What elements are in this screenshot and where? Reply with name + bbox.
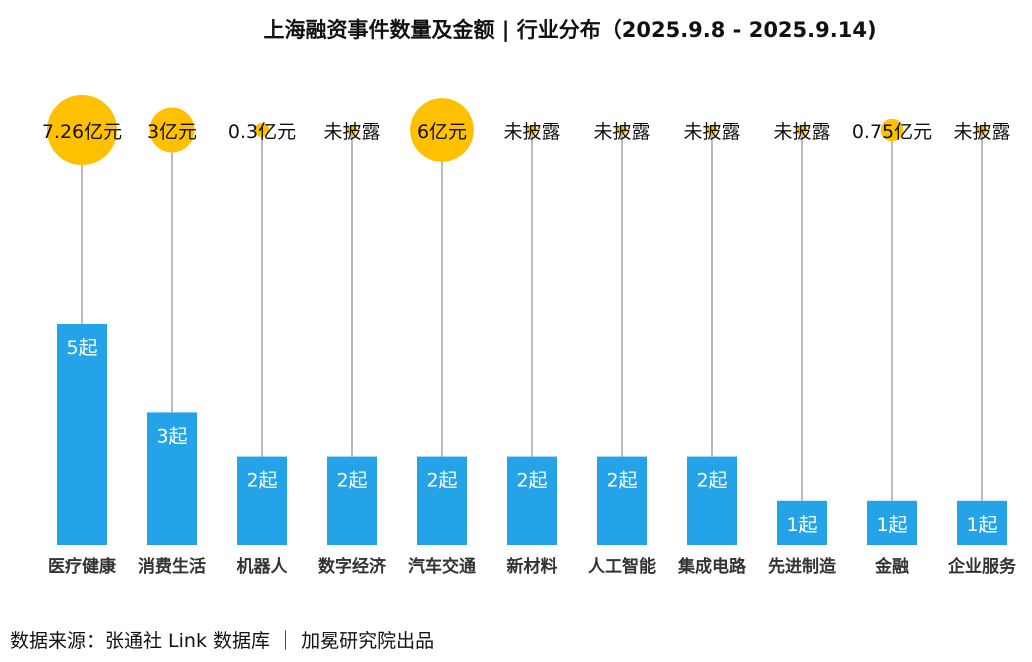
count-label: 1起 [786, 514, 817, 536]
category-label: 新材料 [507, 556, 558, 577]
category-label: 医疗健康 [48, 556, 117, 577]
amount-bubble [149, 107, 195, 153]
bar [417, 456, 467, 545]
bar [957, 500, 1007, 545]
amount-bubble [707, 125, 717, 135]
bar [687, 456, 737, 545]
amount-label: 未披露 [683, 121, 740, 143]
category-label: 汽车交通 [408, 556, 476, 577]
amount-bubble [617, 125, 627, 135]
category-label: 消费生活 [138, 556, 206, 577]
category-label: 金融 [874, 556, 909, 577]
count-label: 3起 [156, 425, 187, 447]
amount-bubble [977, 125, 987, 135]
bar [507, 456, 557, 545]
bar [327, 456, 377, 545]
amount-bubble [527, 125, 537, 135]
category-label: 数字经济 [318, 556, 387, 577]
chart-title: 上海融资事件数量及金额 | 行业分布（2025.9.8 - 2025.9.14) [263, 18, 877, 42]
bar [57, 324, 107, 545]
bar [597, 456, 647, 545]
bar [867, 500, 917, 545]
bar [777, 500, 827, 545]
amount-label: 7.26亿元 [42, 121, 122, 143]
amount-bubble [880, 118, 904, 142]
amount-label: 未披露 [503, 121, 560, 143]
amount-label: 未披露 [953, 121, 1010, 143]
category-label: 集成电路 [677, 556, 747, 577]
amount-label: 6亿元 [417, 121, 467, 143]
bar [147, 412, 197, 545]
count-label: 2起 [426, 470, 457, 492]
category-label: 企业服务 [947, 556, 1017, 577]
count-label: 5起 [66, 337, 97, 359]
category-label: 人工智能 [588, 556, 656, 577]
amount-label: 3亿元 [147, 121, 197, 143]
amount-label: 0.3亿元 [228, 121, 296, 143]
count-label: 2起 [246, 470, 277, 492]
source-note: 数据来源：张通社 Link 数据库 ｜ 加冕研究院出品 [10, 630, 435, 652]
count-label: 2起 [606, 470, 637, 492]
count-label: 1起 [876, 514, 907, 536]
amount-bubble [410, 98, 474, 162]
amount-bubble [46, 94, 118, 166]
amount-label: 未披露 [323, 121, 380, 143]
amount-label: 0.75亿元 [852, 121, 932, 143]
count-label: 2起 [696, 470, 727, 492]
amount-label: 未披露 [593, 121, 650, 143]
amount-bubble [797, 125, 807, 135]
count-label: 1起 [966, 514, 997, 536]
bar [237, 456, 287, 545]
amount-bubble [347, 125, 357, 135]
count-label: 2起 [516, 470, 547, 492]
category-label: 机器人 [237, 556, 289, 577]
category-label: 先进制造 [768, 556, 837, 577]
count-label: 2起 [336, 470, 367, 492]
amount-bubble [254, 122, 270, 138]
amount-label: 未披露 [773, 121, 830, 143]
